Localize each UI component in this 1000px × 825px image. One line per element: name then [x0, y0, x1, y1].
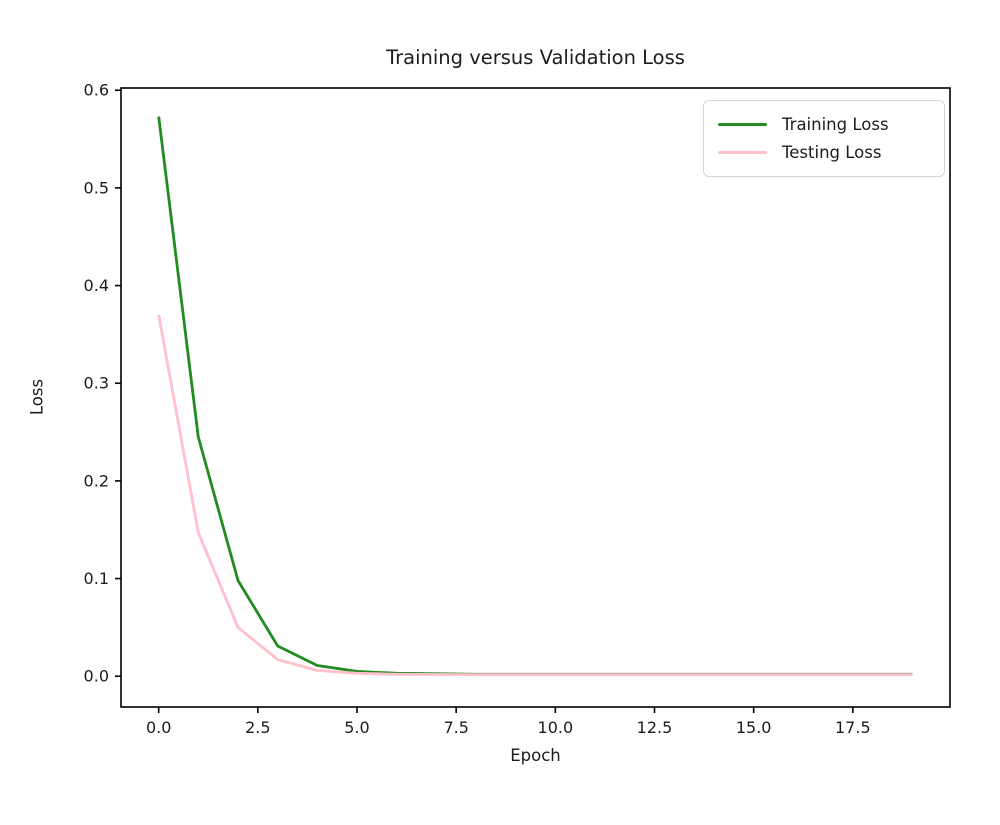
legend-label-testing-loss: Testing Loss	[782, 143, 882, 163]
legend: Training Loss Testing Loss	[703, 100, 945, 177]
legend-item-training-loss: Training Loss	[718, 115, 934, 134]
x-tick-label: 15.0	[736, 718, 772, 737]
y-tick-label: 0.1	[84, 569, 109, 588]
x-tick-label: 0.0	[146, 718, 171, 737]
x-tick-label: 17.5	[835, 718, 871, 737]
y-tick-label: 0.6	[84, 81, 109, 100]
x-tick-label: 5.0	[344, 718, 369, 737]
y-tick-label: 0.3	[84, 374, 109, 393]
x-tick-label: 10.0	[538, 718, 574, 737]
training-loss-line-swatch	[718, 122, 767, 126]
legend-label-training-loss: Training Loss	[782, 114, 889, 134]
training-loss-line	[157, 116, 913, 676]
y-tick-label: 0.4	[84, 276, 109, 295]
y-tick-label: 0.0	[84, 667, 109, 686]
chart-title: Training versus Validation Loss	[386, 46, 685, 69]
plot-border	[120, 87, 951, 708]
x-axis: 0.0 2.5 5.0 7.5 10.0 12.5 15.0 17.5	[146, 707, 871, 737]
x-axis-label: Epoch	[510, 746, 561, 765]
x-tick-label: 2.5	[245, 718, 270, 737]
y-tick-label: 0.5	[84, 178, 109, 197]
testing-loss-line	[157, 314, 913, 676]
x-tick-label: 12.5	[637, 718, 673, 737]
y-axis: 0.0 0.1 0.2 0.3 0.4 0.5 0.6	[84, 81, 121, 686]
testing-loss-line-swatch	[718, 151, 767, 155]
x-tick-label: 7.5	[443, 718, 468, 737]
legend-item-testing-loss: Testing Loss	[718, 143, 934, 162]
y-tick-label: 0.2	[84, 471, 109, 490]
